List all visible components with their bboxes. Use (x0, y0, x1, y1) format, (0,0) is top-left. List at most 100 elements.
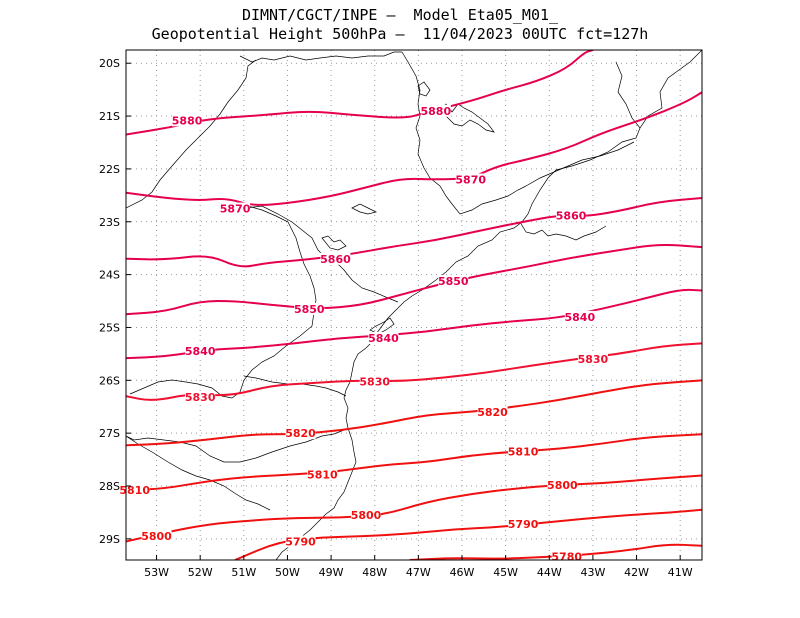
contour-label-5800: 5800 (351, 509, 382, 522)
contour-line-5820 (126, 379, 702, 447)
contour-line-5850 (126, 244, 702, 316)
state-border-ms-sp (239, 51, 402, 63)
contour-line-5810 (126, 433, 702, 492)
contour-label-bg (577, 353, 608, 366)
plot-frame (125, 49, 703, 561)
contour-label-bg (508, 445, 539, 458)
contour-label-bg (220, 202, 251, 215)
lon-tick-label: 52W (188, 566, 213, 579)
lat-tick-label: 21S (99, 110, 120, 123)
contour-line-5870 (126, 91, 702, 206)
contour-label-bg (351, 509, 381, 522)
contour-label-5830: 5830 (578, 353, 609, 366)
contour-label-5830: 5830 (185, 391, 216, 404)
contour-label-bg (185, 345, 216, 358)
contour-label-5850: 5850 (294, 303, 325, 316)
lat-tick-label: 29S (99, 533, 120, 546)
uruguay-river-border (126, 435, 271, 511)
map-title-line-1: DIMNT/CGCT/INPE – Model Eta05_M01_ (241, 6, 559, 24)
contour-label-5830: 5830 (359, 375, 390, 388)
mg-rj-border (525, 141, 635, 187)
contour-label-bg (477, 406, 508, 419)
lon-tick-label: 43W (580, 566, 605, 579)
lat-tick-label: 28S (99, 480, 120, 493)
reservoir-north (417, 81, 431, 97)
contour-label-5790: 5790 (285, 536, 316, 549)
contour-label-5870: 5870 (455, 173, 486, 186)
contour-label-5820: 5820 (477, 406, 508, 419)
furnas-reservoir (439, 103, 495, 133)
contour-labels: 5880 5880 5870 5870 5860 5860 5850 5850 5840 5840… (119, 104, 609, 563)
lat-tick-label: 24S (99, 269, 120, 282)
espirito-santo-border (615, 61, 641, 129)
international-border (129, 205, 317, 399)
lon-tick-label: 44W (537, 566, 562, 579)
reservoir-pr (351, 203, 378, 215)
contour-label-5800: 5800 (547, 479, 578, 492)
state-border-parana-river (126, 59, 257, 209)
axis-labels: 53W 52W 51W 50W 49W 48W 47W 46W 45W 44W 43W 42W 41W 2… (99, 57, 693, 579)
lat-tick-label: 20S (99, 57, 120, 70)
lon-tick-label: 45W (493, 566, 518, 579)
contour-label-bg (285, 535, 316, 548)
contour-label-5810: 5810 (307, 468, 338, 481)
contour-line-5800 (126, 474, 702, 543)
contour-label-bg (185, 391, 216, 404)
contour-lines (126, 50, 702, 560)
contour-label-bg (141, 530, 172, 543)
contour-label-bg (438, 274, 469, 287)
lon-tick-label: 53W (144, 566, 169, 579)
lat-tick-label: 22S (99, 163, 120, 176)
coastline-and-borders (126, 50, 702, 560)
lon-tick-label: 48W (362, 566, 387, 579)
lat-tick-label: 25S (99, 321, 120, 334)
lon-tick-label: 46W (450, 566, 475, 579)
contour-label-5840: 5840 (565, 311, 596, 324)
contour-label-5800: 5800 (141, 530, 172, 543)
contour-line-5780 (409, 543, 702, 560)
contour-label-5840: 5840 (368, 332, 399, 345)
contour-label-bg (551, 550, 582, 563)
reservoir-sp (321, 235, 347, 251)
contour-label-bg (119, 484, 150, 497)
contour-label-5860: 5860 (320, 253, 351, 266)
lat-tick-label: 26S (99, 374, 120, 387)
contour-label-bg (556, 209, 587, 222)
contour-label-bg (307, 468, 338, 481)
lon-tick-label: 51W (231, 566, 256, 579)
contour-label-bg (508, 518, 539, 531)
contour-label-bg (564, 310, 595, 323)
contour-label-5870: 5870 (220, 203, 251, 216)
contour-label-5810: 5810 (508, 446, 539, 459)
contour-label-bg (285, 427, 316, 440)
map-title-line-2: Geopotential Height 500hPa – 11/04/2023 … (151, 25, 649, 43)
lat-tick-label: 23S (99, 216, 120, 229)
lon-tick-label: 49W (319, 566, 344, 579)
lon-tick-label: 41W (668, 566, 693, 579)
contour-label-5860: 5860 (556, 209, 587, 222)
lon-tick-label: 50W (275, 566, 300, 579)
state-border-mg-sp (401, 51, 527, 215)
contour-label-5840: 5840 (185, 345, 216, 358)
contour-label-bg (547, 478, 578, 491)
contour-label-5790: 5790 (508, 518, 539, 531)
guanabara-bay (519, 221, 607, 241)
lon-tick-label: 42W (624, 566, 649, 579)
contour-label-5880: 5880 (421, 105, 452, 118)
lat-tick-label: 27S (99, 427, 120, 440)
contour-label-bg (294, 302, 325, 315)
contour-line-5860 (126, 196, 702, 268)
contour-label-bg (359, 375, 390, 388)
contour-label-5850: 5850 (438, 275, 469, 288)
lon-tick-label: 47W (406, 566, 431, 579)
contour-label-bg (455, 173, 486, 186)
contour-label-5820: 5820 (285, 427, 316, 440)
contour-label-5880: 5880 (172, 114, 203, 127)
contour-label-bg (172, 114, 203, 127)
contour-label-bg (368, 332, 399, 345)
contour-label-bg (420, 104, 451, 117)
atlantic-coastline (275, 50, 702, 560)
contour-label-bg (320, 252, 351, 265)
contour-label-5780: 5780 (551, 550, 582, 563)
